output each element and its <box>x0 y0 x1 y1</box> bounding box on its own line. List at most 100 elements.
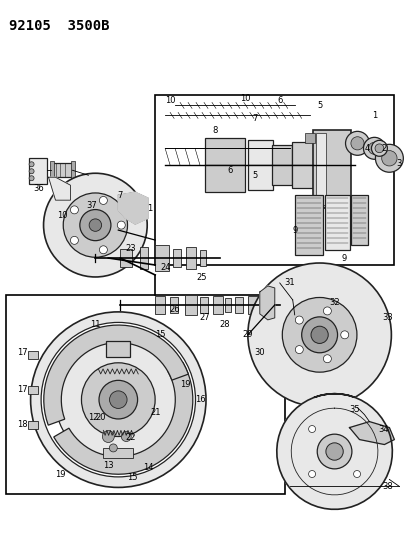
Circle shape <box>109 444 117 452</box>
Bar <box>304 133 314 143</box>
Text: 22: 22 <box>125 433 135 442</box>
Bar <box>304 195 314 205</box>
Circle shape <box>308 471 315 478</box>
Bar <box>312 131 350 208</box>
Polygon shape <box>44 325 188 425</box>
Bar <box>50 163 72 177</box>
Bar <box>28 386 38 394</box>
Text: 10: 10 <box>239 94 249 103</box>
Circle shape <box>282 297 356 372</box>
Text: 11: 11 <box>90 320 100 329</box>
Circle shape <box>31 312 206 487</box>
Text: 5: 5 <box>252 171 257 180</box>
Bar <box>315 133 325 205</box>
Text: 32: 32 <box>328 298 339 308</box>
Bar <box>50 161 53 179</box>
Text: 1: 1 <box>147 204 152 213</box>
Text: 13: 13 <box>103 461 114 470</box>
Bar <box>173 249 180 267</box>
Circle shape <box>375 144 402 172</box>
Text: 9: 9 <box>341 254 347 263</box>
Bar <box>106 341 130 357</box>
Circle shape <box>353 425 360 432</box>
Circle shape <box>81 363 155 437</box>
Text: 20: 20 <box>95 413 105 422</box>
Text: 7: 7 <box>117 191 123 200</box>
Circle shape <box>325 443 342 460</box>
Bar <box>120 249 132 267</box>
Circle shape <box>350 137 363 150</box>
Circle shape <box>99 197 107 205</box>
Text: 92105  3500B: 92105 3500B <box>9 19 109 33</box>
Circle shape <box>294 316 303 324</box>
Text: 16: 16 <box>194 395 205 404</box>
Polygon shape <box>118 192 148 224</box>
Text: 24: 24 <box>159 263 170 272</box>
Circle shape <box>310 326 328 343</box>
Bar <box>170 297 178 313</box>
Text: 10: 10 <box>164 96 175 105</box>
Circle shape <box>353 471 360 478</box>
Circle shape <box>43 173 147 277</box>
Circle shape <box>323 307 330 315</box>
Text: 6: 6 <box>227 166 232 175</box>
Bar <box>224 298 230 312</box>
Text: 29: 29 <box>242 330 252 340</box>
Bar <box>324 195 349 250</box>
Text: 4: 4 <box>364 144 369 153</box>
Bar <box>199 250 206 266</box>
Bar <box>155 296 165 314</box>
Bar <box>28 351 38 359</box>
Text: 34: 34 <box>377 425 388 434</box>
Text: 15: 15 <box>154 330 165 340</box>
Bar <box>71 161 75 179</box>
Circle shape <box>323 355 330 363</box>
Text: 3: 3 <box>396 159 401 168</box>
Text: 27: 27 <box>199 313 210 322</box>
Bar <box>234 297 242 313</box>
Bar <box>271 146 291 185</box>
Text: 28: 28 <box>219 320 230 329</box>
Circle shape <box>316 434 351 469</box>
Bar <box>247 296 257 314</box>
Bar <box>185 295 197 315</box>
Bar <box>155 245 169 271</box>
Circle shape <box>99 246 107 254</box>
Circle shape <box>294 345 303 353</box>
Bar <box>103 448 133 458</box>
Circle shape <box>63 193 127 257</box>
Circle shape <box>29 176 34 181</box>
Circle shape <box>308 425 315 432</box>
Circle shape <box>340 331 348 339</box>
Circle shape <box>117 221 125 229</box>
Circle shape <box>89 219 101 231</box>
Circle shape <box>121 432 131 441</box>
Text: 6: 6 <box>276 96 282 105</box>
Text: 33: 33 <box>381 313 392 322</box>
Text: 17: 17 <box>17 385 28 394</box>
Circle shape <box>29 162 34 167</box>
Bar <box>291 142 313 188</box>
Circle shape <box>58 190 62 194</box>
Text: 7: 7 <box>252 114 257 123</box>
Circle shape <box>374 144 383 152</box>
Text: 8: 8 <box>212 126 217 135</box>
Text: 31: 31 <box>284 278 294 287</box>
Bar <box>199 297 207 313</box>
Polygon shape <box>349 422 394 445</box>
Bar <box>6 295 284 495</box>
Text: 18: 18 <box>17 420 28 429</box>
Circle shape <box>99 381 137 419</box>
Circle shape <box>301 317 337 353</box>
Bar <box>185 247 196 269</box>
Text: 38: 38 <box>381 482 392 491</box>
Bar <box>212 296 223 314</box>
Text: 17: 17 <box>17 348 28 357</box>
Text: 12: 12 <box>88 413 98 422</box>
Circle shape <box>80 209 111 241</box>
Bar <box>140 247 148 269</box>
Bar <box>28 421 38 429</box>
Text: 23: 23 <box>125 244 135 253</box>
Bar <box>204 139 244 192</box>
Text: 19: 19 <box>55 470 66 479</box>
